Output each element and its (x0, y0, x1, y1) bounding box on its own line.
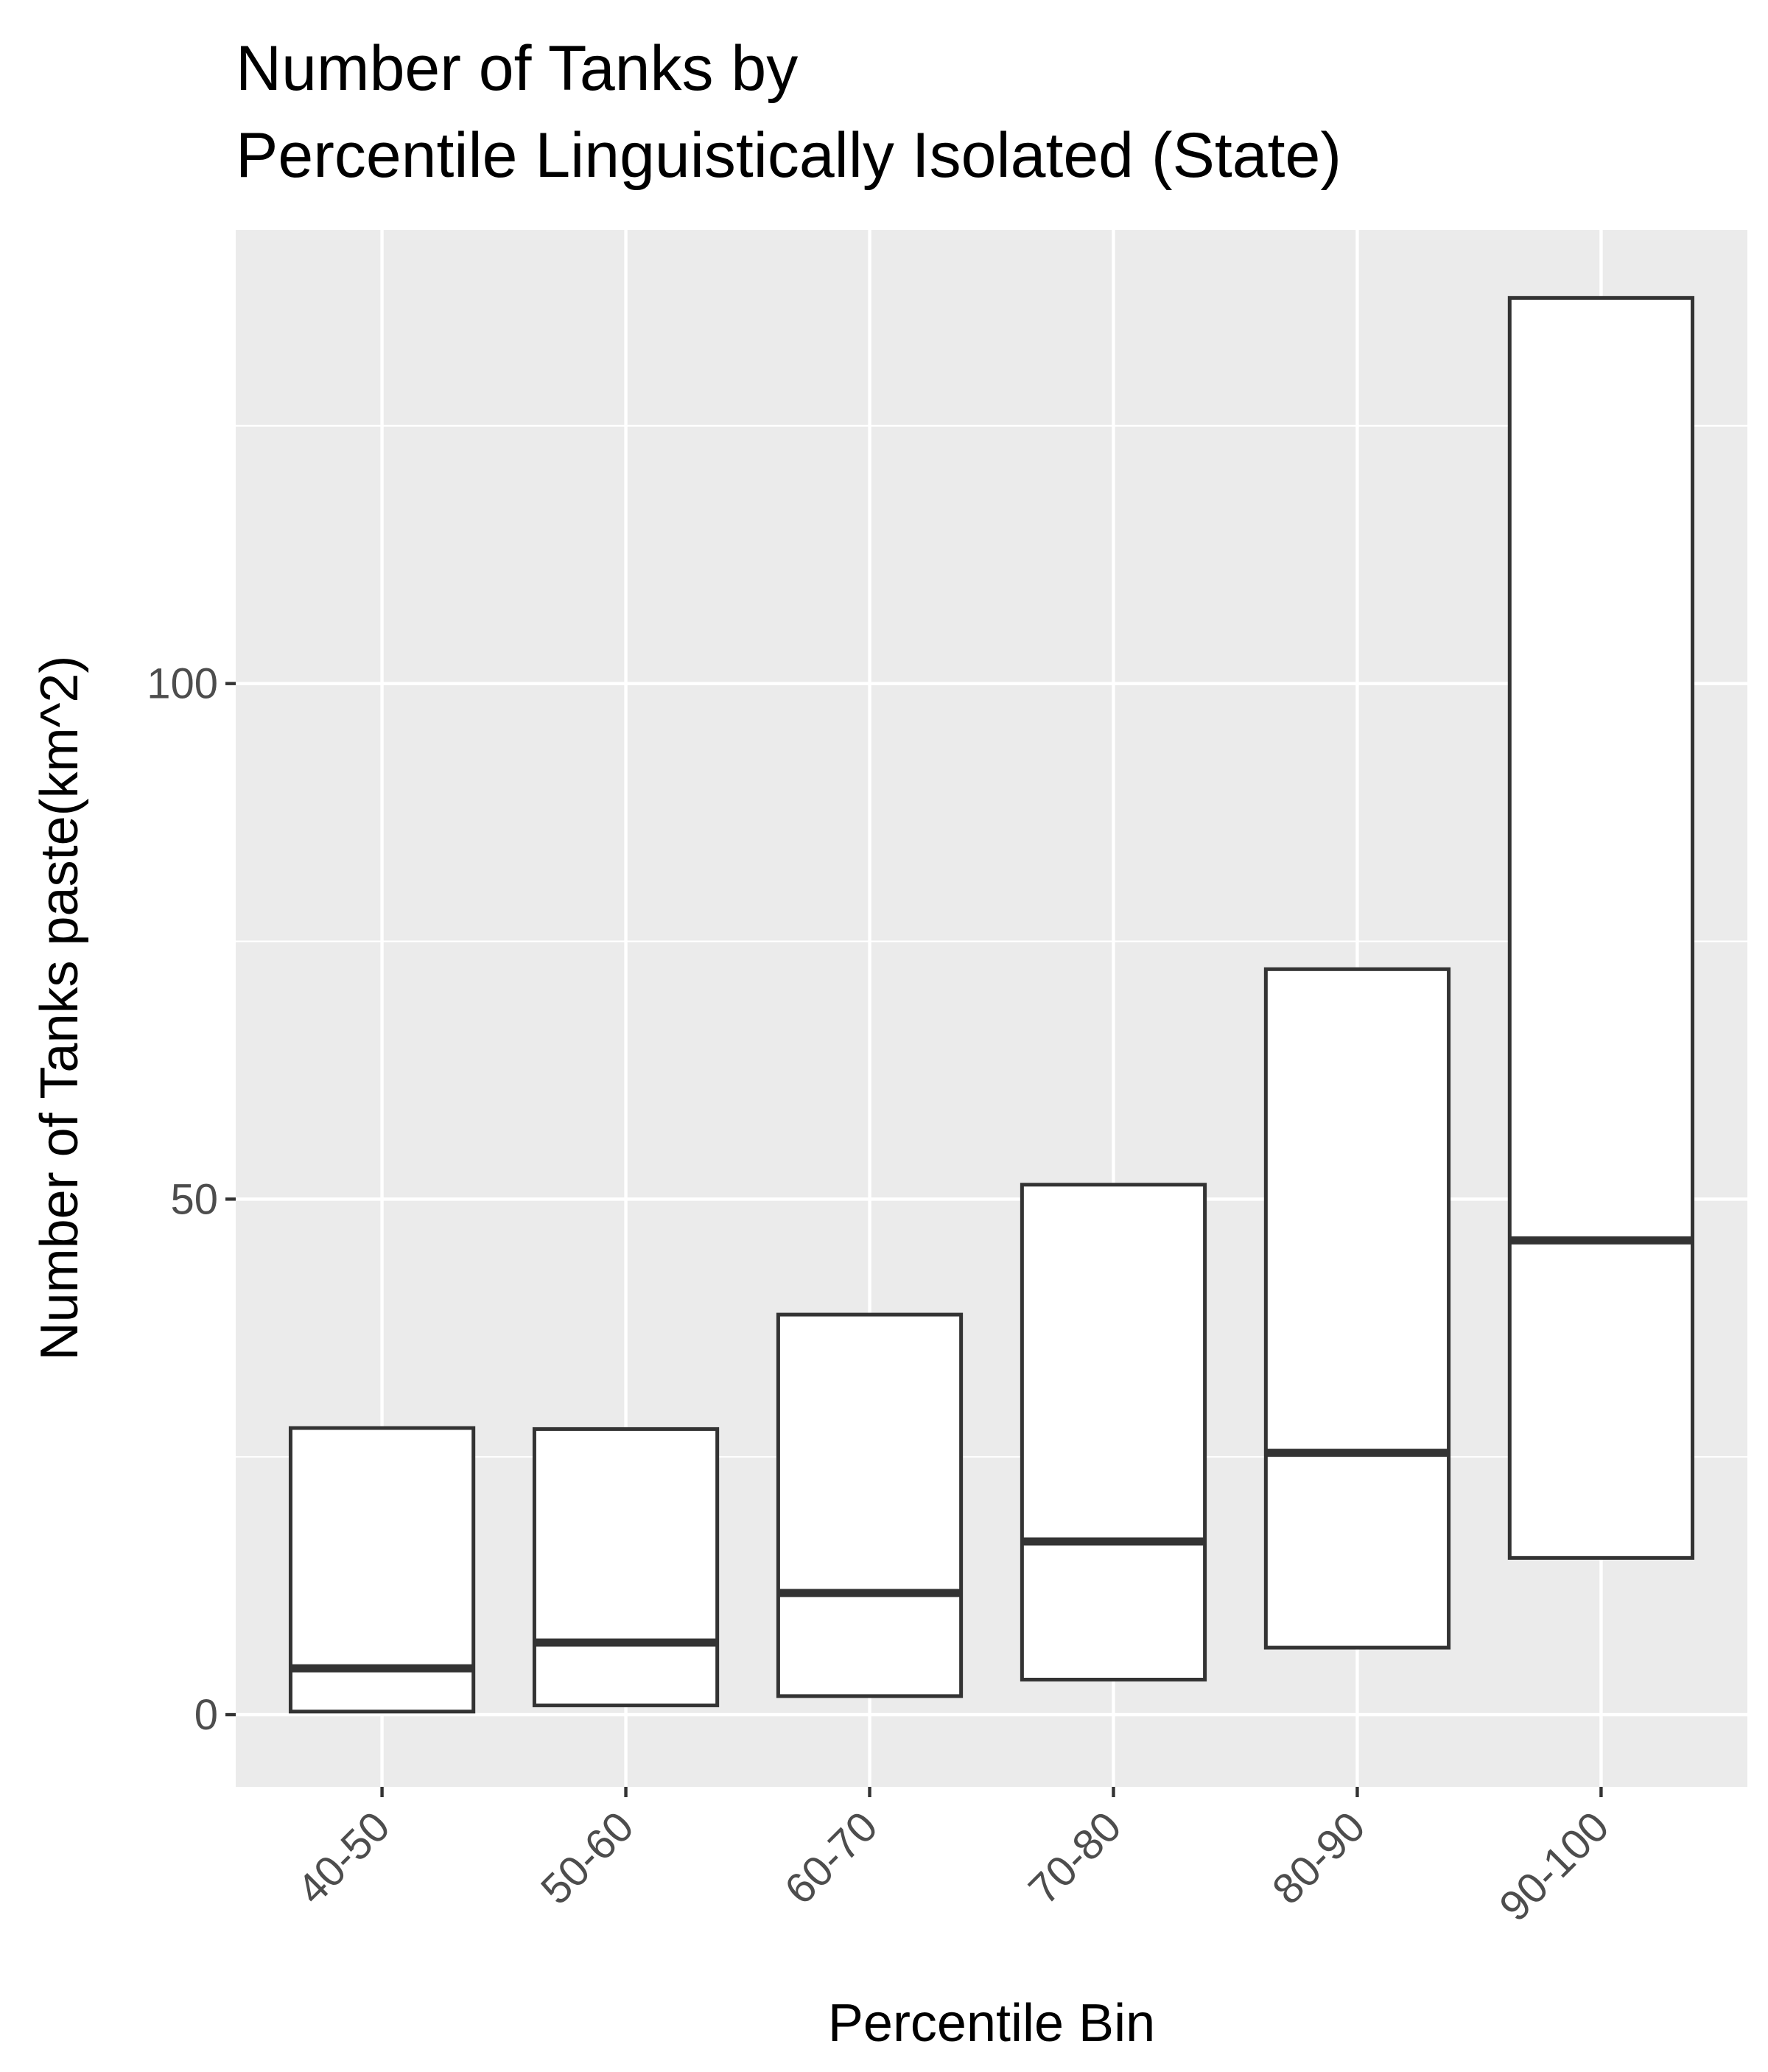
x-tick-label: 70-80 (1020, 1802, 1131, 1914)
box-90-100 (1507, 295, 1695, 1560)
chart-title-line-2: Percentile Linguistically Isolated (Stat… (236, 120, 1341, 191)
x-tick-label: 80-90 (1263, 1802, 1375, 1914)
chart-title-line-1: Number of Tanks by (236, 33, 798, 104)
y-tick-label: 50 (170, 1175, 218, 1223)
box-80-90 (1263, 967, 1451, 1650)
y-tick-label: 100 (147, 660, 218, 708)
box-70-80 (1020, 1183, 1207, 1681)
boxes-layer (288, 295, 1695, 1714)
y-axis-title: Number of Tanks paste(km^2) (30, 656, 89, 1361)
x-tick-label: 60-70 (776, 1802, 887, 1914)
x-tick-label: 50-60 (532, 1802, 643, 1914)
box-50-60 (532, 1427, 720, 1707)
y-tick-label: 0 (194, 1691, 218, 1739)
x-axis-title: Percentile Bin (828, 1994, 1155, 2053)
x-tick-label: 40-50 (288, 1802, 399, 1914)
x-tick-label: 90-100 (1490, 1802, 1618, 1931)
plot-panel (236, 230, 1747, 1787)
box-60-70 (776, 1312, 964, 1698)
